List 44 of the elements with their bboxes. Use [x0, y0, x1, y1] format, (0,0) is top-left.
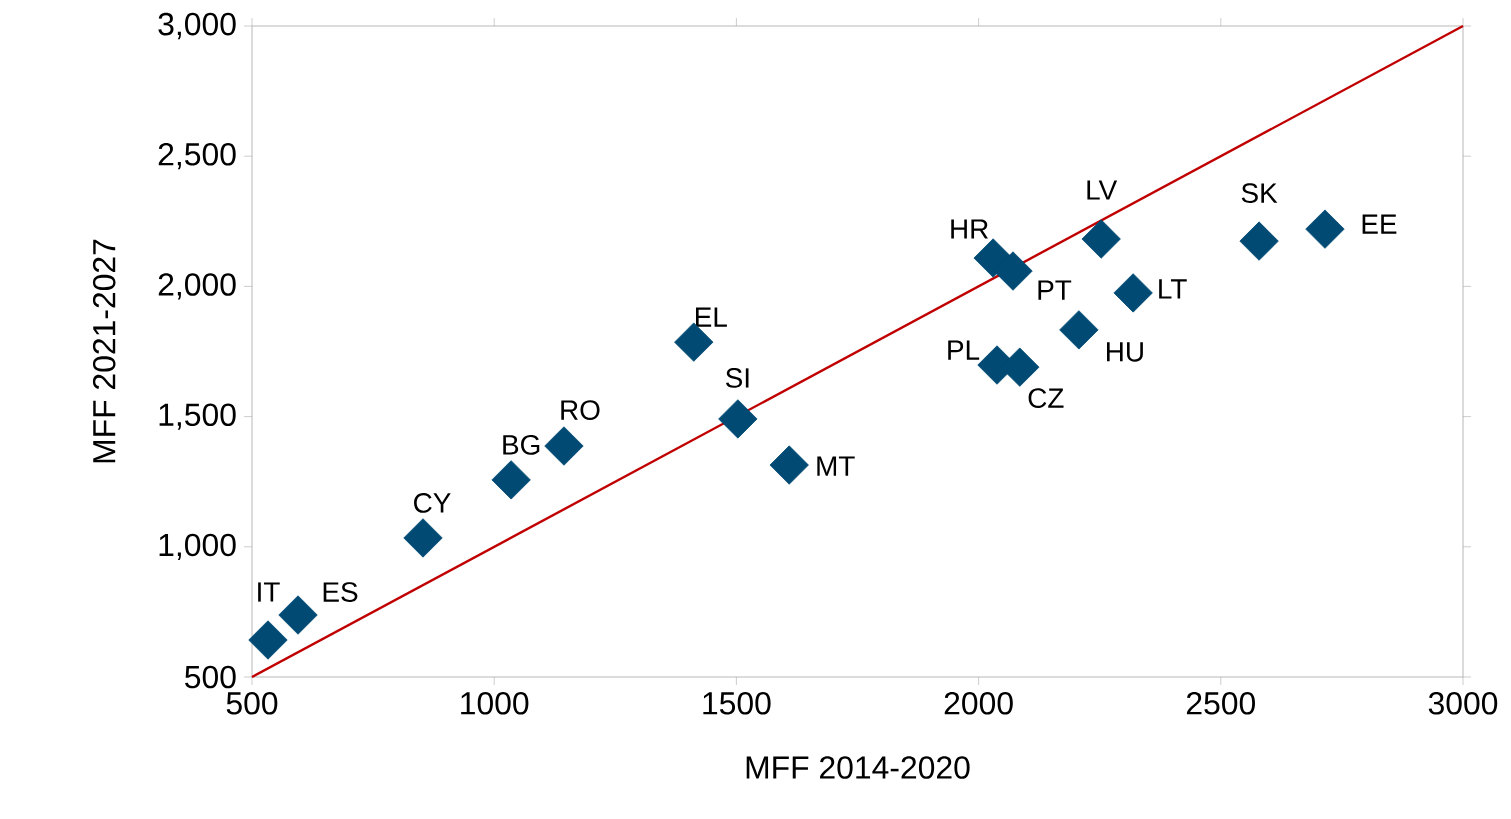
annotation: SK	[1241, 183, 1278, 203]
point	[248, 620, 288, 660]
annotation: RO	[561, 400, 600, 420]
annotation: BG	[503, 434, 540, 455]
y-tick-label: 3,000	[158, 12, 236, 40]
annotation: SI	[725, 368, 749, 388]
y-axis-title: MFF 2021-2027	[92, 239, 116, 463]
point	[278, 595, 318, 635]
point	[1113, 273, 1153, 313]
y-tick-label: 1,000	[159, 533, 236, 560]
point	[403, 518, 443, 558]
point	[491, 460, 531, 500]
annotation: CZ	[1028, 388, 1064, 409]
annotation: IT	[258, 582, 280, 602]
point	[1081, 219, 1121, 259]
annotation: HU	[1107, 342, 1143, 362]
x-tick-label: 1000	[461, 692, 529, 715]
y-tick-label: 1,500	[159, 403, 236, 430]
annotation: EL	[696, 307, 727, 327]
annotation: HR	[951, 219, 988, 239]
annotation: MT	[817, 456, 855, 476]
x-tick-label: 500	[226, 692, 278, 715]
point	[718, 399, 758, 439]
point	[1305, 209, 1345, 249]
point	[1059, 310, 1099, 350]
annotation: ES	[323, 582, 358, 602]
annotation: EE	[1362, 214, 1397, 234]
x-tick-label: 1500	[703, 692, 771, 715]
x-tick-label: 2500	[1186, 692, 1255, 715]
point	[544, 426, 584, 466]
annotation: LV	[1087, 180, 1118, 200]
x-tick-label: 3000	[1428, 692, 1498, 715]
y-tick-label: 2,000	[158, 273, 236, 300]
point	[1239, 221, 1279, 261]
annotation: PT	[1038, 280, 1072, 300]
x-axis-title: MFF 2014-2020	[746, 756, 970, 779]
annotation: LT	[1159, 279, 1187, 299]
x-tick-label: 2000	[944, 692, 1013, 715]
annotation: PL	[948, 340, 980, 360]
y-tick-label: 500	[185, 665, 236, 689]
point	[993, 251, 1033, 291]
point	[769, 445, 809, 485]
annotation: CY	[414, 493, 451, 513]
y-tick-label: 2,500	[158, 143, 236, 170]
